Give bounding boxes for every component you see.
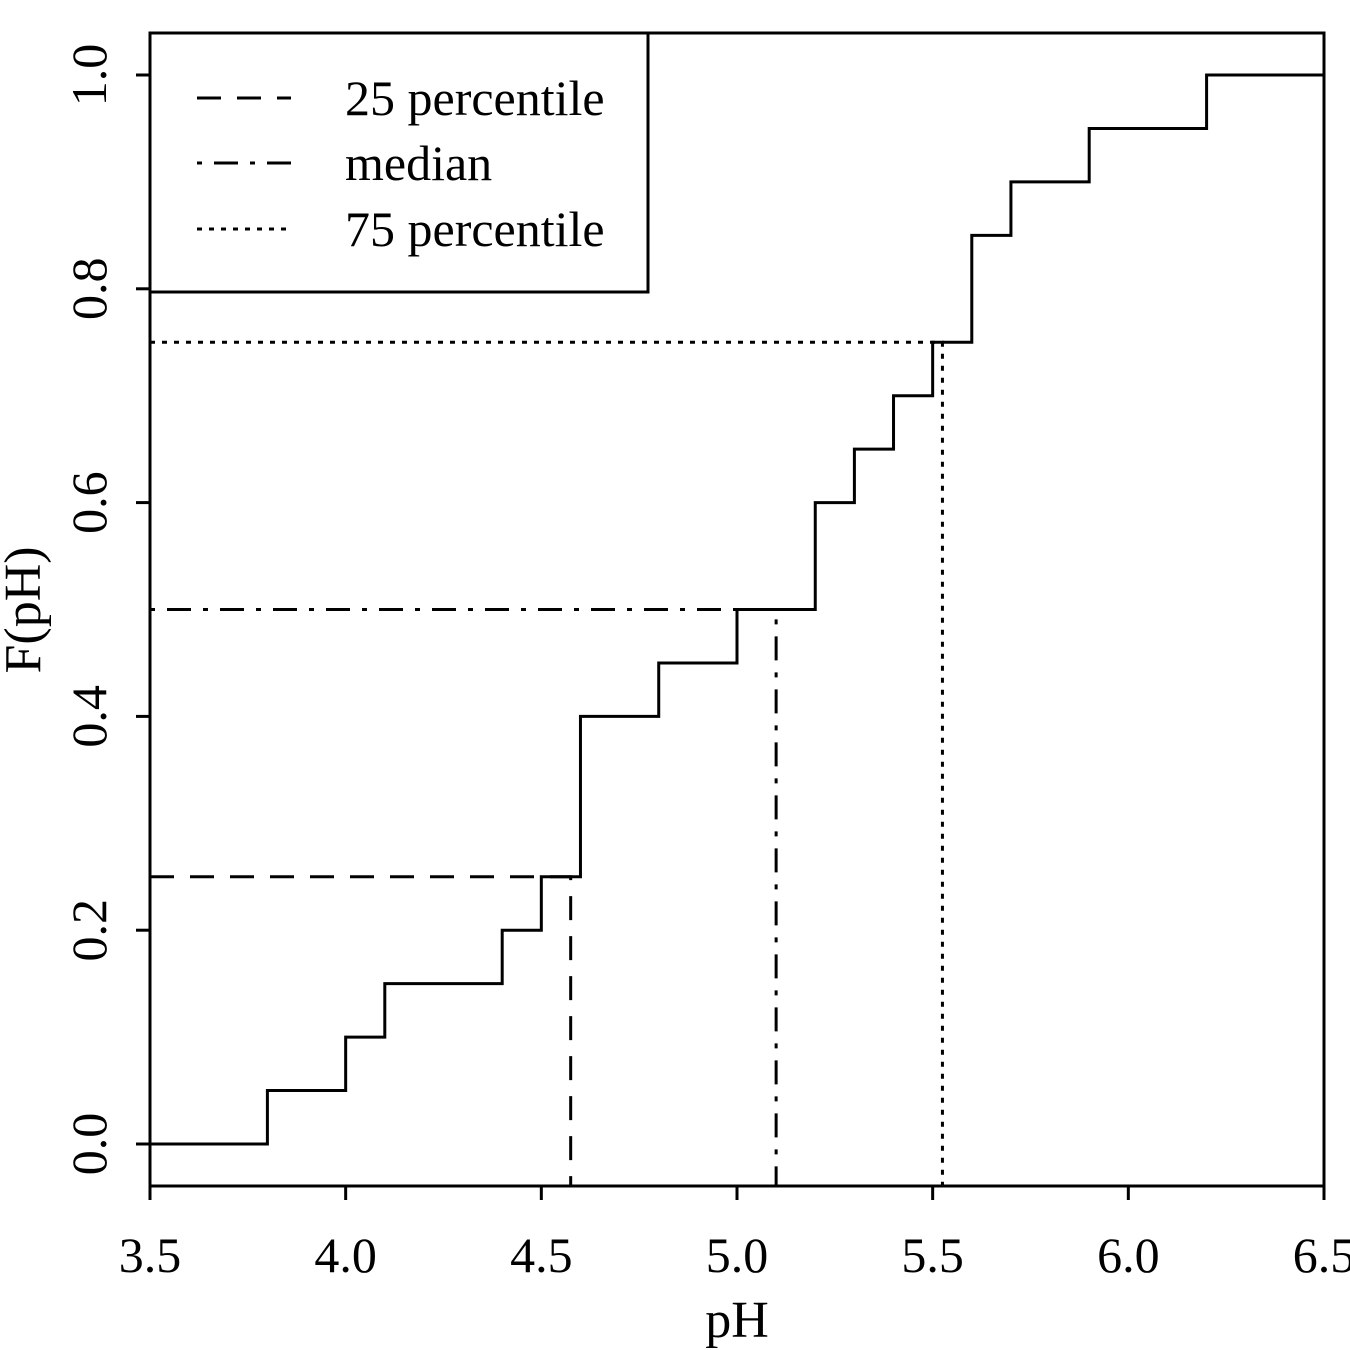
y-tick-label: 0.2	[61, 899, 117, 962]
25-percentile-line	[150, 875, 573, 1186]
x-tick-label: 3.5	[119, 1227, 182, 1283]
y-tick-label: 0.6	[61, 471, 117, 533]
y-tick-label: 1.0	[61, 44, 117, 107]
x-tick-label: 4.5	[510, 1227, 573, 1283]
legend: 25 percentile median 75 percentile	[148, 31, 650, 294]
legend-label-median: median	[345, 135, 492, 191]
legend-label-25-percentile: 25 percentile	[345, 70, 605, 126]
y-tick-label: 0.4	[61, 685, 117, 748]
x-tick-label: 5.5	[901, 1227, 964, 1283]
x-axis-title: pH	[705, 1292, 769, 1349]
x-tick-label: 5.0	[706, 1227, 769, 1283]
x-tick-label: 4.0	[314, 1227, 377, 1283]
x-axis: 3.5 4.0 4.5 5.0 5.5 6.0 6.5	[119, 1184, 1350, 1283]
median-line	[150, 608, 778, 1186]
75-percentile-line	[150, 340, 944, 1186]
quantile-lines	[150, 340, 944, 1186]
y-tick-label: 0.8	[61, 258, 117, 321]
y-axis: 0.0 0.2 0.4 0.6 0.8 1.0	[61, 44, 150, 1176]
y-axis-title: F(pH)	[0, 546, 52, 673]
y-tick-label: 0.0	[61, 1113, 117, 1176]
x-tick-label: 6.5	[1293, 1227, 1350, 1283]
x-tick-label: 6.0	[1097, 1227, 1160, 1283]
ecdf-step-line	[150, 73, 1324, 1146]
legend-label-75-percentile: 75 percentile	[345, 201, 605, 257]
ecdf-series	[150, 73, 1324, 1146]
